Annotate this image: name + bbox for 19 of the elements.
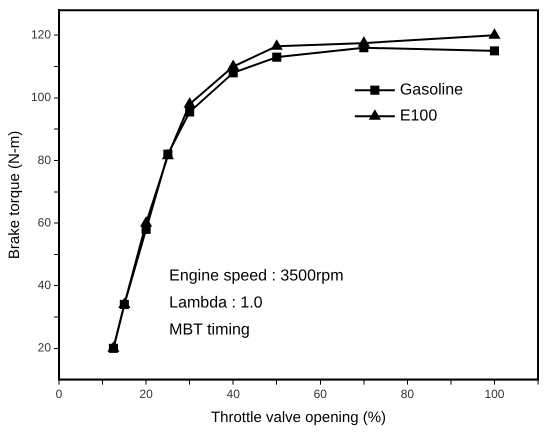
y-tick-label: 100	[30, 90, 52, 104]
y-tick-label: 80	[38, 152, 52, 167]
legend-label: Gasoline	[400, 82, 464, 99]
x-tick-label: 0	[56, 387, 63, 402]
y-axis-title: Brake torque (N-m)	[6, 130, 24, 260]
annotation: Lambda : 1.0	[169, 294, 263, 312]
x-tick-label: 100	[484, 387, 505, 402]
y-tick-label: 60	[38, 215, 52, 230]
x-tick-label: 60	[314, 387, 328, 402]
legend-label: E100	[400, 108, 438, 125]
annotation: Engine speed : 3500rpm	[169, 268, 344, 285]
annotation: MBT timing	[169, 322, 250, 339]
x-tick-label: 80	[400, 387, 414, 402]
x-axis-title: Throttle valve opening (%)	[210, 409, 386, 426]
y-tick-label: 120	[30, 28, 52, 42]
y-tick-label: 40	[38, 278, 52, 292]
x-tick-label: 40	[226, 387, 240, 402]
x-tick-label: 20	[139, 387, 154, 402]
y-tick-label: 20	[38, 340, 52, 355]
